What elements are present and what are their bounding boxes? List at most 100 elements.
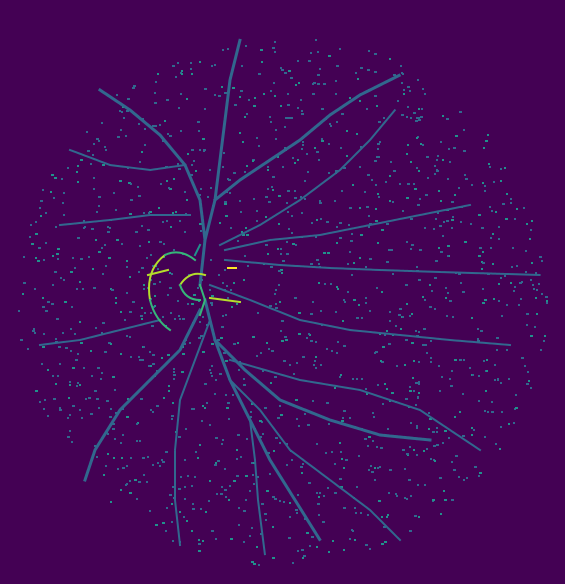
speckle-dot: [478, 214, 481, 216]
speckle-dot: [250, 416, 252, 418]
speckle-dot: [370, 465, 372, 467]
speckle-dot: [482, 302, 485, 304]
speckle-dot: [57, 248, 60, 250]
speckle-dot: [518, 304, 520, 306]
speckle-dot: [231, 306, 233, 308]
speckle-dot: [79, 281, 81, 283]
speckle-dot: [197, 457, 199, 459]
speckle-dot: [31, 243, 34, 245]
speckle-dot: [397, 100, 399, 102]
speckle-dot: [360, 234, 363, 236]
speckle-dot: [120, 489, 122, 491]
speckle-dot: [506, 304, 508, 306]
speckle-dot: [485, 140, 488, 142]
speckle-dot: [304, 198, 306, 200]
speckle-dot: [344, 301, 346, 303]
speckle-dot: [407, 144, 409, 146]
speckle-dot: [77, 382, 79, 384]
speckle-dot: [65, 347, 68, 349]
speckle-dot: [469, 367, 471, 369]
speckle-dot: [413, 183, 415, 185]
speckle-dot: [424, 299, 426, 301]
speckle-dot: [516, 265, 518, 267]
speckle-dot: [291, 215, 293, 217]
speckle-dot: [144, 128, 146, 130]
speckle-dot: [70, 350, 72, 352]
speckle-dot: [172, 402, 174, 404]
speckle-dot: [246, 113, 248, 115]
speckle-dot: [210, 372, 212, 374]
speckle-dot: [285, 339, 288, 341]
speckle-dot: [530, 387, 532, 389]
speckle-dot: [93, 287, 96, 289]
speckle-dot: [410, 117, 412, 119]
speckle-dot: [62, 202, 64, 204]
speckle-dot: [77, 165, 79, 167]
speckle-dot: [418, 331, 420, 333]
speckle-dot: [481, 227, 484, 229]
speckle-dot: [377, 143, 380, 145]
speckle-dot: [464, 174, 466, 176]
speckle-dot: [88, 397, 91, 399]
speckle-dot: [140, 315, 143, 317]
speckle-dot: [126, 416, 129, 418]
speckle-dot: [310, 340, 313, 342]
speckle-dot: [179, 220, 181, 222]
speckle-dot: [404, 497, 406, 499]
speckle-dot: [377, 467, 379, 469]
speckle-dot: [526, 383, 529, 385]
speckle-dot: [358, 304, 360, 306]
speckle-dot: [298, 312, 301, 314]
speckle-dot: [237, 240, 239, 242]
speckle-dot: [150, 254, 152, 256]
speckle-dot: [335, 311, 337, 313]
speckle-dot: [272, 176, 275, 178]
speckle-dot: [416, 266, 418, 268]
speckle-dot: [260, 49, 263, 51]
speckle-dot: [260, 533, 262, 535]
speckle-dot: [215, 379, 217, 381]
speckle-dot: [281, 340, 284, 342]
speckle-dot: [373, 416, 375, 418]
speckle-dot: [125, 135, 127, 137]
speckle-dot: [534, 326, 536, 328]
speckle-dot: [451, 370, 453, 372]
speckle-dot: [421, 108, 423, 110]
speckle-dot: [384, 334, 386, 336]
speckle-dot: [143, 284, 145, 286]
speckle-dot: [52, 255, 54, 257]
speckle-dot: [191, 530, 193, 532]
speckle-dot: [225, 360, 228, 362]
speckle-dot: [232, 394, 234, 396]
speckle-dot: [246, 438, 248, 440]
speckle-dot: [287, 211, 289, 213]
speckle-dot: [253, 563, 256, 565]
speckle-dot: [430, 361, 432, 363]
speckle-dot: [250, 411, 252, 413]
speckle-dot: [374, 53, 377, 55]
speckle-dot: [447, 245, 450, 247]
speckle-dot: [477, 338, 479, 340]
speckle-dot: [228, 179, 231, 181]
speckle-dot: [378, 156, 380, 158]
speckle-dot: [126, 292, 128, 294]
speckle-dot: [418, 381, 420, 383]
speckle-dot: [352, 184, 354, 186]
speckle-dot: [32, 330, 35, 332]
speckle-dot: [451, 219, 454, 221]
speckle-dot: [376, 446, 378, 448]
speckle-dot: [413, 360, 415, 362]
speckle-dot: [459, 411, 461, 413]
speckle-dot: [304, 180, 306, 182]
speckle-dot: [190, 174, 193, 176]
speckle-dot: [178, 315, 180, 317]
speckle-dot: [132, 87, 135, 89]
speckle-dot: [23, 256, 25, 258]
speckle-dot: [126, 465, 128, 467]
speckle-dot: [271, 350, 274, 352]
speckle-dot: [375, 208, 377, 210]
speckle-dot: [221, 326, 224, 328]
speckle-dot: [120, 353, 122, 355]
speckle-dot: [230, 289, 232, 291]
speckle-dot: [496, 337, 499, 339]
